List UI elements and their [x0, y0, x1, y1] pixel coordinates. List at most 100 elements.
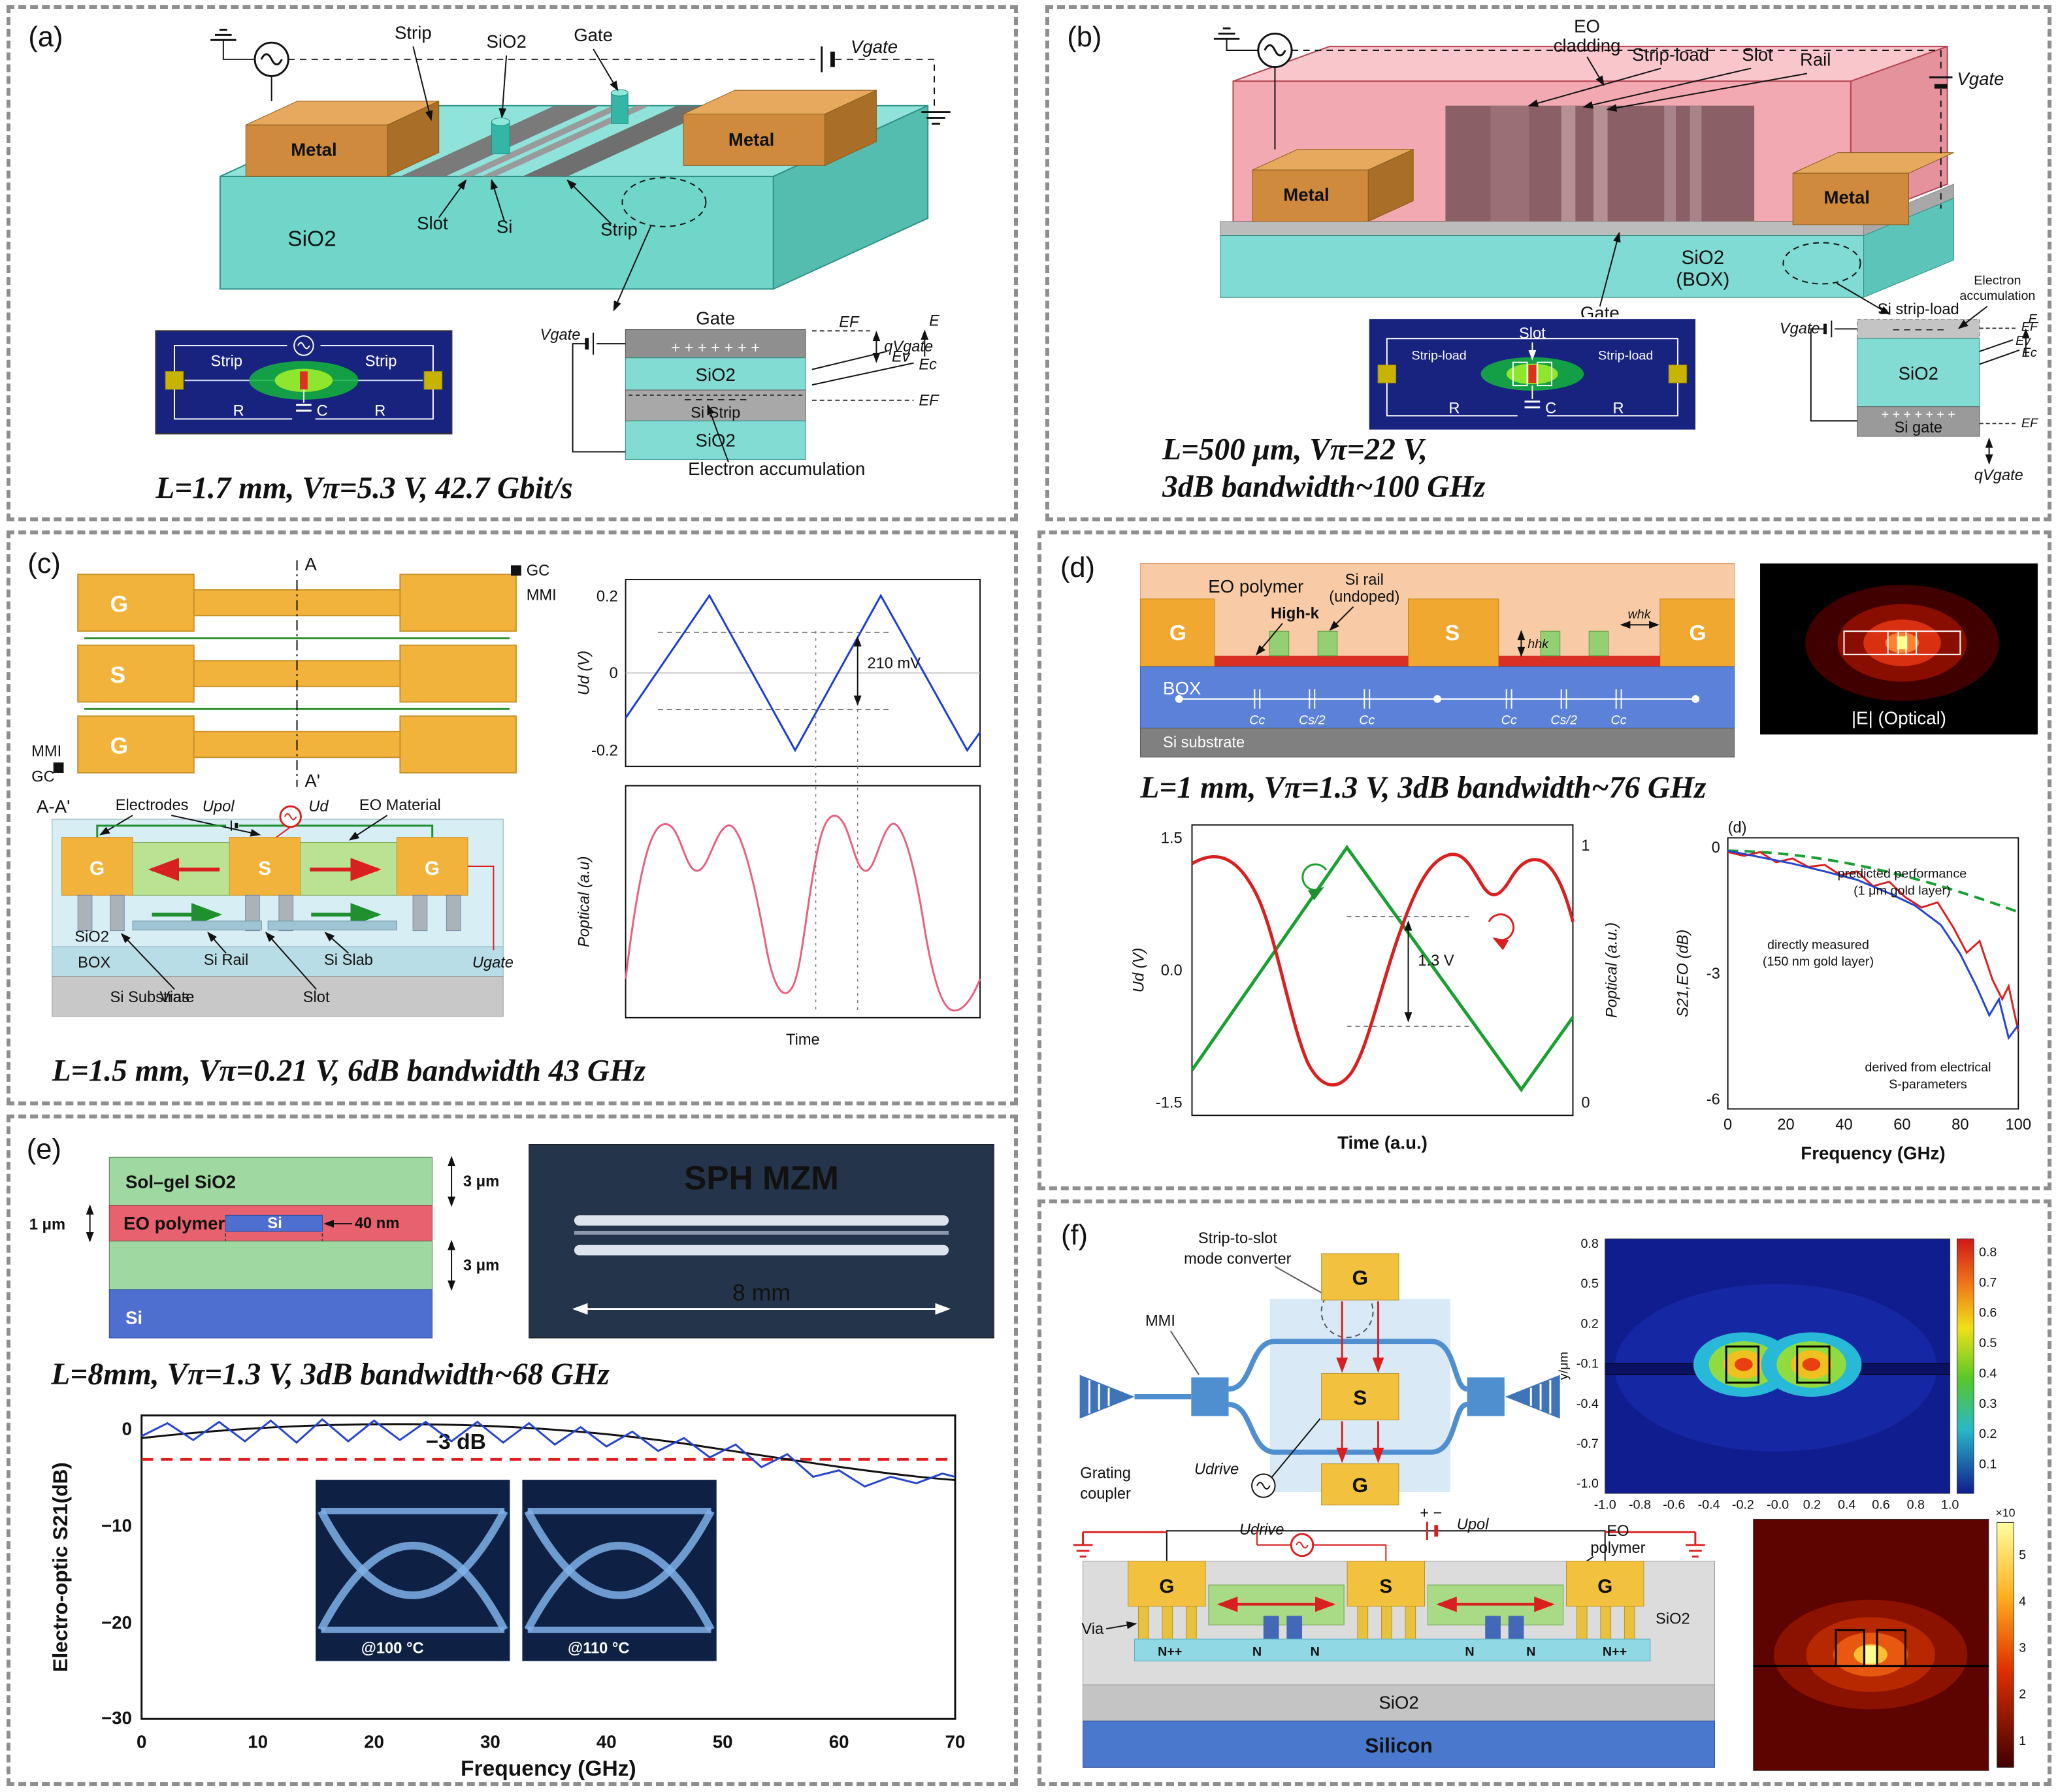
- vgate-label: Vgate: [1957, 69, 2004, 89]
- mode-xtick-3: -0.4: [1698, 1498, 1720, 1512]
- doping-n4: N: [1526, 1645, 1535, 1659]
- section-a-label: A: [304, 554, 317, 574]
- si-rail-label-1: Si rail: [1345, 572, 1384, 589]
- via-columns: [1137, 1606, 1635, 1648]
- mode-colorbar: [1956, 1238, 1974, 1494]
- band-ef-top-label: EF: [839, 314, 860, 331]
- band-ec-label: Ec: [919, 356, 937, 373]
- metal-block-right: Metal: [1792, 152, 1954, 225]
- band-minus-charges: − − − − −: [1893, 323, 1944, 337]
- optical-mode-label: |E| (Optical): [1852, 708, 1946, 728]
- mode-c-label: C: [317, 402, 328, 419]
- time-ytick-0: 1.5: [1161, 830, 1183, 847]
- band-e-label: E: [2029, 312, 2038, 327]
- time-y2tick-0: 1: [1581, 838, 1590, 855]
- panel-a-band-inset: Gate + + + + + + + SiO2 − − − − − − Si S…: [540, 308, 940, 479]
- eo-xtick-0: 0: [137, 1732, 146, 1752]
- measured-response-curve: [141, 1418, 956, 1488]
- band-e-label: E: [929, 313, 939, 330]
- mode-ctick-6: 0.2: [1979, 1427, 1997, 1441]
- drive-ytick-2: -0.2: [591, 742, 618, 759]
- grating-coupler-right: [1505, 1375, 1560, 1419]
- mode-ytick-1: 0.5: [1580, 1277, 1598, 1291]
- panel-d-time-plot: Ud (V) 1.5 0.0 -1.5 1 0 Poptical (a.u.) …: [1130, 824, 1621, 1153]
- hhk-label: hhk: [1527, 637, 1549, 651]
- eo-polymer-label: EO polymer: [1208, 576, 1303, 596]
- electrodes-label: Electrodes: [116, 797, 189, 814]
- panel-a-3d-schematic: Metal Metal Strip SiO2 Gate Vgate: [210, 22, 951, 312]
- time-plot-annotation: 1.3 V: [1418, 953, 1454, 969]
- band-ef-bot-label: EF: [2021, 416, 2038, 431]
- vias-label: Vias: [159, 989, 189, 1006]
- via-cylinder-2: [611, 89, 629, 124]
- sio2-mid-label: SiO2: [1379, 1693, 1418, 1713]
- panel-b-mode-inset: Slot Strip-load Strip-load R C R: [1367, 317, 1697, 432]
- sio2-right-label: SiO2: [1656, 1610, 1690, 1627]
- fit-curve: [141, 1423, 956, 1481]
- metal-right-label: Metal: [1823, 187, 1869, 207]
- band-si-strip-label: Si Strip: [691, 404, 740, 421]
- gate-layer: [1220, 221, 1865, 236]
- grating-coupler-label-2: coupler: [1080, 1486, 1131, 1503]
- panel-a-tag: (a): [28, 22, 63, 53]
- mode-xtick-10: 1.0: [1941, 1498, 1959, 1512]
- doping-n1: N: [1252, 1645, 1262, 1659]
- gc-marker-tr: [511, 565, 521, 576]
- mode-ytick-6: -1.0: [1576, 1476, 1599, 1491]
- mode-r2-label: R: [1612, 400, 1624, 417]
- panel-e-stack: Sol–gel SiO2 EO polymer Si 40 nm 1 μm 4 …: [29, 1156, 499, 1339]
- mode-strip-left-label: Strip: [210, 353, 242, 370]
- mode-r1-label: R: [233, 402, 244, 419]
- s21-xlabel: Frequency (GHz): [1801, 1143, 1945, 1163]
- vgate-label: Vgate: [851, 37, 898, 57]
- mode-stripload-left-label: Strip-load: [1411, 349, 1466, 363]
- s21-ytick-0: 0: [1712, 839, 1720, 856]
- gate-electrode: [522, 105, 723, 177]
- via-label: Via: [1081, 1621, 1104, 1638]
- time-plot-xlabel: Time (a.u.): [1337, 1133, 1428, 1153]
- metal-block-left: Metal: [245, 101, 440, 177]
- electrode-g2-label: G: [110, 732, 129, 758]
- panel-b-caption-2: 3dB bandwidth~100 GHz: [1162, 470, 1486, 504]
- panel-b-band-inset: Si strip-load − − − − − SiO2 + + + + + +…: [1780, 273, 2038, 483]
- gc-label-tr: GC: [527, 562, 549, 579]
- strip-top-label: Strip: [395, 22, 432, 42]
- panel-f-tag: (f): [1061, 1220, 1088, 1251]
- udrive-label: Udrive: [1194, 1461, 1239, 1478]
- mode-xtick-0: -1.0: [1594, 1498, 1616, 1512]
- time-y2tick-1: 0: [1581, 1094, 1590, 1111]
- mode-strip-right-label: Strip: [365, 353, 397, 370]
- mode-ctick-1: 0.7: [1979, 1275, 1997, 1290]
- mode-xtick-6: 0.2: [1803, 1498, 1821, 1512]
- field-ctick-2: 3: [2019, 1641, 2026, 1655]
- mode-ctick-5: 0.3: [1979, 1397, 1997, 1411]
- eo-ytick-3: −30: [101, 1708, 132, 1728]
- ac-source: [210, 29, 289, 101]
- optical-xlabel: Time: [786, 1032, 820, 1049]
- mode-ytick-3: -0.1: [1576, 1357, 1599, 1371]
- panel-f-field-plot: ×10 5 4 3 2 1: [1753, 1507, 2026, 1771]
- drive-ytick-0: 0.2: [596, 589, 618, 606]
- slot-label: Slot: [303, 989, 330, 1006]
- upol-label: Upol: [1457, 1516, 1489, 1533]
- aa-section-label: A-A': [37, 796, 70, 817]
- time-plot-y2label: Poptical (a.u.): [1604, 922, 1621, 1018]
- s21-ylabel: S21,EO (dB): [1674, 930, 1691, 1017]
- s21-plot-tag: (d): [1728, 820, 1747, 837]
- band-si-gate-label: Si gate: [1894, 419, 1942, 436]
- mode-ctick-3: 0.5: [1979, 1336, 1997, 1350]
- panel-b-3d-schematic: Metal Metal EO cladding Strip-load Slot …: [1213, 16, 2004, 323]
- si-rail-label-2: (undoped): [1329, 589, 1399, 606]
- cross-box-label: BOX: [78, 954, 110, 971]
- mode-ytick-0: 0.8: [1580, 1237, 1598, 1251]
- doped-slab: [1134, 1638, 1651, 1662]
- grating-coupler-label-1: Grating: [1080, 1465, 1131, 1482]
- panel-d: (d) G S G EO polymer High-k Si rail (und…: [1037, 530, 2051, 1190]
- dim-3um-top: 3 μm: [463, 1173, 499, 1190]
- doping-npp-right: N++: [1603, 1645, 1627, 1659]
- panel-a-mode-inset: Strip Strip R C R: [155, 330, 453, 434]
- eo-cladding-label-2: cladding: [1554, 35, 1621, 56]
- ground-left: [1073, 1531, 1167, 1558]
- ugate-label: Ugate: [472, 954, 514, 971]
- cross-g1-label: G: [1159, 1576, 1174, 1597]
